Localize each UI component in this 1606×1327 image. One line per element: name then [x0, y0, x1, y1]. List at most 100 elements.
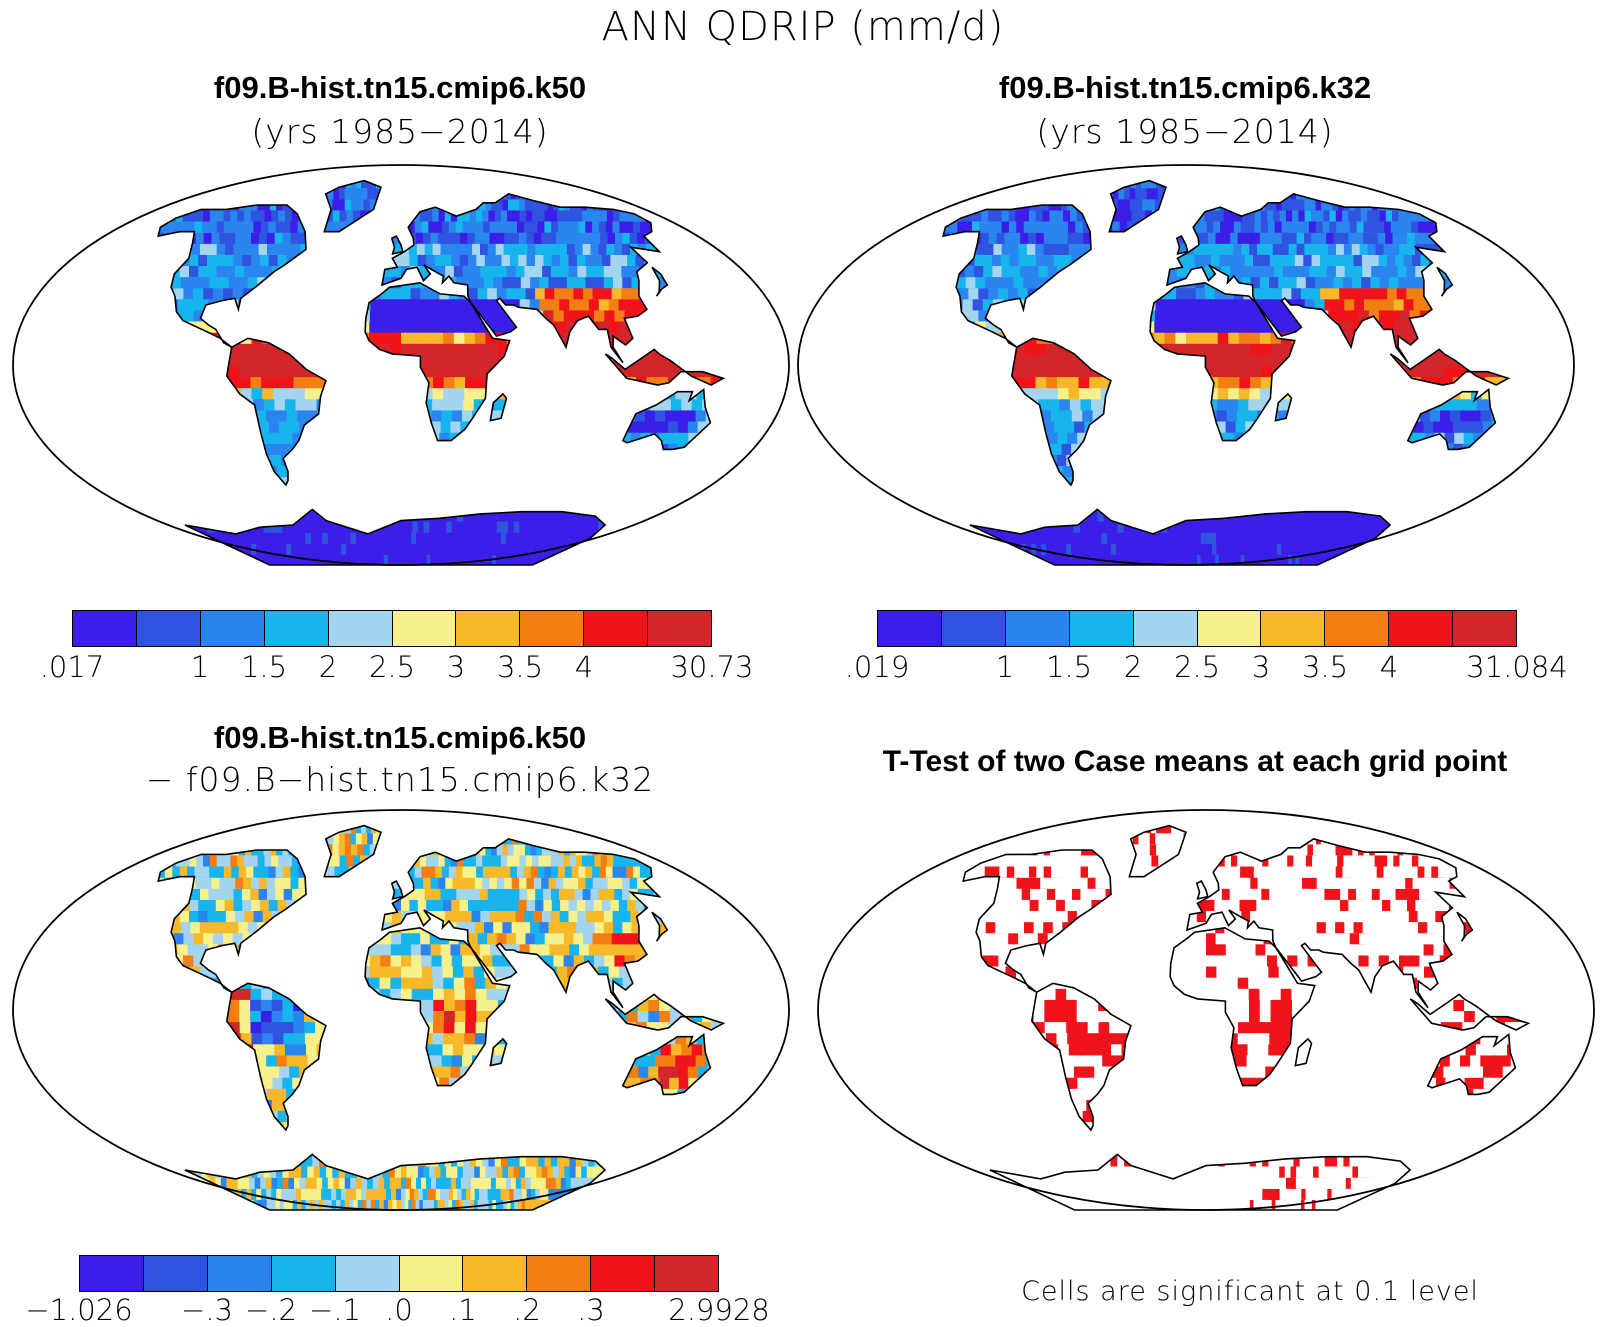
map-bl-coastline-uk	[390, 880, 404, 900]
map-bl-coastline-indonesia	[604, 993, 726, 1031]
map-br-coastline-namerica	[962, 849, 1112, 993]
colorbar-tr-tick-label: 4	[1379, 650, 1399, 684]
colorbar-tl-swatch	[520, 611, 585, 646]
map-bl-map-border	[12, 809, 790, 1211]
map-tl-coastline-eurasia	[380, 193, 662, 364]
colorbar-tr-tick-label: 31.084	[1466, 650, 1568, 684]
colorbar-labels-top-left: .017 1 1.5 2 2.5 3 3.5 4 30.73	[40, 650, 754, 684]
colorbar-labels-top-right: .019 1 1.5 2 2.5 3 3.5 4 31.084	[845, 650, 1568, 684]
map-bl-coastline-namerica	[157, 849, 307, 993]
colorbar-tr-swatch	[1261, 611, 1326, 646]
colorbar-tl-swatch	[328, 611, 393, 646]
colorbar-tl-swatch	[73, 611, 137, 646]
panel-title-bottom-right: T-Test of two Case means at each grid po…	[882, 745, 1508, 778]
map-bl-coastline-samerica	[225, 982, 327, 1132]
map-br-coastline-uk	[1195, 880, 1209, 900]
colorbar-tl-swatch	[584, 611, 649, 646]
map-tr-coastline-uk	[1175, 235, 1189, 255]
map-bl-coastline-japan	[651, 911, 669, 942]
panel-title-top-right: f09.B-hist.tn15.cmip6.k32	[998, 70, 1372, 105]
colorbar-labels-bottom-left: −1.026 −.3 −.2 −.1 .0 .1 .2 .3 2.9928	[25, 1293, 769, 1327]
colorbar-tr-tick-label: 1	[995, 650, 1015, 684]
map-br-coastline-greenland	[1128, 824, 1188, 878]
map-br-coastline-samerica	[1030, 982, 1132, 1132]
colorbar-tl-tick-label: 3	[446, 650, 466, 684]
panel-title-top-left: f09.B-hist.tn15.cmip6.k50	[213, 70, 587, 105]
map-tl-coastline-namerica	[157, 204, 307, 348]
significance-note: Cells are significant at 0.1 level	[1021, 1276, 1479, 1307]
colorbar-bl-swatch	[335, 1256, 400, 1291]
map-tr-coastline-eurasia	[1165, 193, 1447, 364]
colorbar-bl-tick-label: −.1	[309, 1293, 361, 1327]
colorbar-bl-tick-label: −1.026	[25, 1293, 133, 1327]
colorbar-tl-swatch	[200, 611, 265, 646]
map-bl-coastline-eurasia	[380, 838, 662, 1009]
colorbar-tl-swatch	[648, 611, 712, 646]
colorbar-tl-tick-label: 1.5	[240, 650, 288, 684]
map-tr-coastline-indonesia	[1389, 348, 1511, 386]
map-tl-coastline-japan	[651, 266, 669, 297]
map-tr-map-border	[797, 164, 1575, 566]
map-tr-coastline-greenland	[1108, 179, 1168, 233]
colorbar-bl-tick-label: −.3	[181, 1293, 233, 1327]
map-bl-coastline-australia	[621, 1032, 712, 1096]
colorbar-bl-swatch	[207, 1256, 272, 1291]
map-tr-coastline-namerica	[942, 204, 1092, 348]
colorbar-bl-swatch	[399, 1256, 464, 1291]
map-tl-coastline-madagascar	[489, 392, 508, 422]
colorbar-tr-swatch	[1197, 611, 1262, 646]
map-tl-coastline-indonesia	[604, 348, 726, 386]
colorbar-tr-tick-label: 1.5	[1045, 650, 1093, 684]
colorbar-tr-tick-label: 2	[1123, 650, 1143, 684]
colorbar-tr-swatch	[1005, 611, 1070, 646]
panel-title-bottom-left: f09.B-hist.tn15.cmip6.k50	[213, 720, 587, 755]
colorbar-tr-swatch	[1133, 611, 1198, 646]
colorbar-tl-tick-label: 2	[318, 650, 338, 684]
map-tl-map-border	[12, 164, 790, 566]
colorbar-tr-swatch	[1389, 611, 1454, 646]
map-tl-coastline-samerica	[225, 337, 327, 487]
colorbar-bl-swatch	[80, 1256, 144, 1291]
map-tl-coastline-greenland	[323, 179, 383, 233]
figure-title: ANN QDRIP (mm/d)	[601, 4, 1005, 50]
colorbar-tl-swatch	[264, 611, 329, 646]
colorbar-tl-tick-label: 2.5	[368, 650, 416, 684]
map-bl-coastline-madagascar	[489, 1037, 508, 1067]
map-tl-coastline-africa	[364, 281, 511, 442]
map-bottom-right	[817, 809, 1595, 1211]
map-tr-coastline-japan	[1436, 266, 1454, 297]
colorbar-tr-swatch	[1069, 611, 1134, 646]
map-br-coastline-africa	[1169, 926, 1316, 1087]
colorbar-tl-swatch	[136, 611, 201, 646]
map-top-left	[12, 164, 790, 566]
colorbar-tr-swatch	[1325, 611, 1390, 646]
map-bl-coastline-africa	[364, 926, 511, 1087]
map-br-coastline-japan	[1456, 911, 1474, 942]
panel-subtitle-top-right: (yrs 1985−2014)	[1036, 112, 1334, 151]
colorbar-tr-tick-label: .019	[844, 650, 910, 684]
map-tl-coastline-uk	[390, 235, 404, 255]
colorbar-tl-tick-label: 30.73	[670, 650, 754, 684]
colorbar-bl-swatch	[271, 1256, 336, 1291]
colorbar-tl-swatch	[392, 611, 457, 646]
map-br-coastline-indonesia	[1409, 993, 1531, 1031]
colorbar-tr-swatch	[878, 611, 942, 646]
colorbar-bl-tick-label: .1	[449, 1293, 477, 1327]
colorbar-tr-tick-label: 3	[1251, 650, 1271, 684]
colorbar-tr-tick-label: 2.5	[1173, 650, 1221, 684]
map-br-coastline-madagascar	[1294, 1037, 1313, 1067]
colorbar-bl-tick-label: .2	[513, 1293, 541, 1327]
colorbar-tl-tick-label: 1	[190, 650, 210, 684]
panel-subtitle-bottom-left: − f09.B−hist.tn15.cmip6.k32	[145, 760, 655, 799]
map-tl-coastline-australia	[621, 387, 712, 451]
map-tr-coastline-australia	[1406, 387, 1497, 451]
colorbar-bl-tick-label: −.2	[245, 1293, 297, 1327]
colorbar-bl-swatch	[463, 1256, 528, 1291]
colorbar-bl-swatch	[143, 1256, 208, 1291]
map-br-map-border	[817, 809, 1595, 1211]
map-br-coastline-australia	[1426, 1032, 1517, 1096]
colorbar-bl-tick-label: .0	[385, 1293, 413, 1327]
map-tr-coastline-africa	[1149, 281, 1296, 442]
colorbar-top-right	[877, 610, 1517, 647]
map-top-right	[797, 164, 1575, 566]
